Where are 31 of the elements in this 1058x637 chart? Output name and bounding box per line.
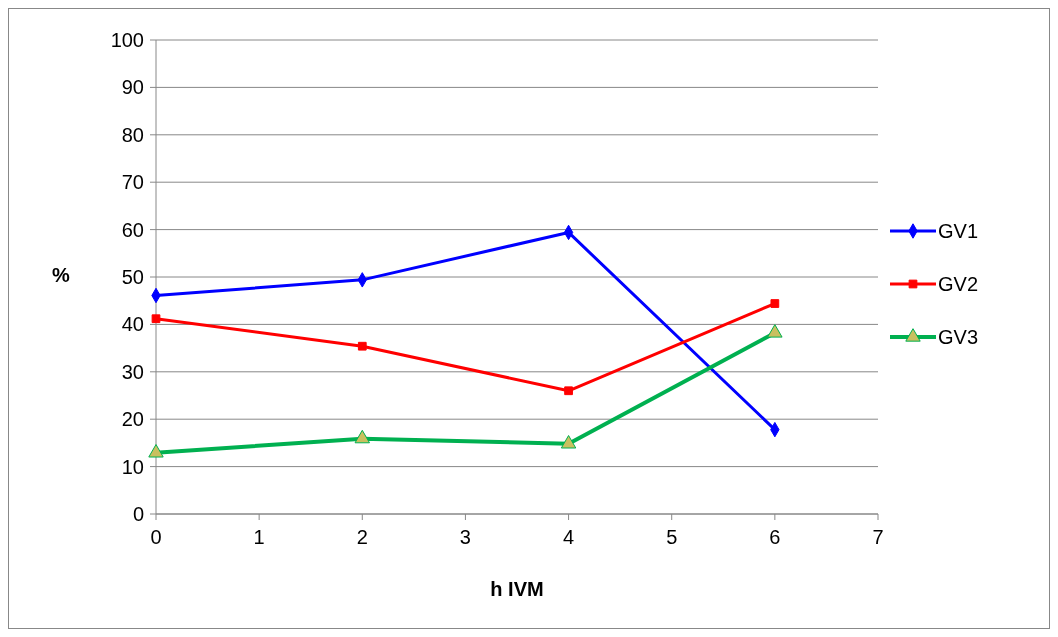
point	[357, 341, 367, 351]
y-tick-label: 0	[132, 503, 144, 525]
y-tick-label: 60	[121, 218, 144, 241]
y-tick-label: 50	[121, 266, 144, 288]
legend-label: GV3	[938, 326, 979, 348]
y-tick-label: 100	[110, 29, 144, 51]
x-tick-label: 2	[356, 526, 368, 548]
point	[354, 429, 370, 444]
y-tick-label: 20	[121, 408, 144, 431]
legend-label: GV2	[938, 273, 979, 295]
x-tick-label: 4	[563, 526, 575, 548]
y-tick-label: 10	[121, 455, 144, 478]
x-tick-label: 0	[150, 526, 162, 548]
legend-label: GV1	[938, 220, 979, 242]
x-tick-label: 6	[769, 526, 781, 548]
y-tick-label: 90	[121, 76, 144, 99]
point	[767, 324, 783, 338]
x-tick-label: 1	[253, 526, 265, 548]
x-tick-label: 5	[666, 526, 678, 548]
x-axis-title: h IVM	[490, 578, 544, 600]
x-tick-label: 3	[459, 526, 471, 548]
y-tick-label: 70	[121, 171, 144, 194]
y-tick-label: 30	[121, 360, 144, 383]
y-tick-label: 80	[121, 123, 144, 146]
x-tick-label: 7	[872, 526, 884, 548]
y-tick-label: 40	[121, 313, 144, 336]
point	[560, 435, 577, 449]
point	[564, 386, 573, 396]
point	[770, 299, 780, 308]
y-axis-title: %	[52, 264, 71, 286]
point	[148, 444, 164, 458]
